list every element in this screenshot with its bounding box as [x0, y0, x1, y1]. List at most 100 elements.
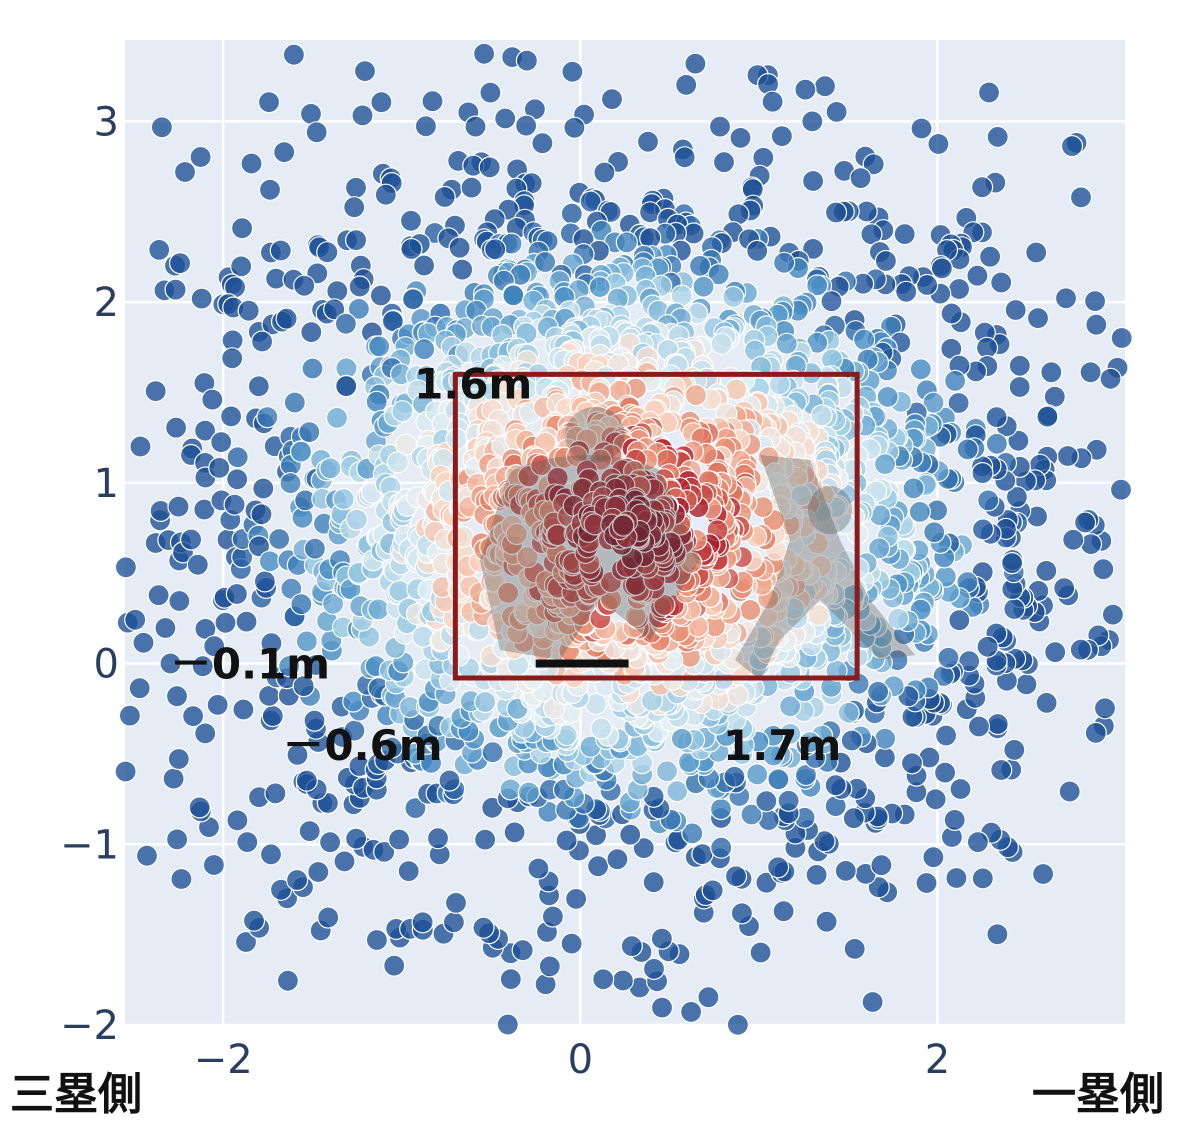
data-point: [590, 717, 613, 740]
data-point: [692, 275, 715, 298]
data-point: [971, 462, 994, 485]
data-point: [226, 446, 249, 469]
data-point: [1069, 638, 1092, 661]
data-point: [286, 868, 309, 892]
data-point: [268, 527, 291, 551]
data-point: [666, 779, 689, 803]
data-point: [606, 848, 629, 871]
data-point: [478, 156, 501, 179]
data-point: [298, 421, 321, 444]
data-point: [474, 690, 497, 714]
data-point: [1003, 738, 1026, 762]
data-point: [1031, 862, 1055, 886]
zone-annotation: 1.7m: [723, 721, 841, 770]
data-point: [966, 264, 989, 287]
data-point: [1003, 597, 1026, 621]
data-point: [189, 145, 212, 169]
data-point: [767, 768, 790, 791]
data-point: [801, 110, 824, 133]
zone-annotation: －0.1m: [170, 640, 330, 689]
y-tick-label: 1: [94, 461, 119, 507]
data-point: [226, 809, 249, 832]
data-point: [978, 245, 1002, 268]
data-point: [1060, 135, 1084, 158]
data-point: [345, 827, 368, 850]
data-point: [193, 498, 216, 521]
data-point: [499, 967, 522, 991]
data-point: [990, 271, 1013, 294]
data-point: [433, 185, 456, 209]
data-point: [1056, 444, 1079, 468]
data-point: [269, 878, 293, 901]
data-point: [188, 796, 211, 819]
data-point: [761, 90, 784, 113]
data-point: [977, 81, 1001, 104]
data-point: [927, 132, 950, 156]
data-point: [843, 937, 866, 961]
data-point: [611, 969, 635, 992]
data-point: [426, 827, 450, 850]
data-point: [292, 674, 315, 698]
data-point: [708, 115, 732, 138]
data-point: [206, 693, 229, 717]
data-point: [710, 332, 733, 355]
data-point: [497, 581, 520, 605]
data-point: [815, 910, 838, 933]
data-point: [348, 275, 371, 298]
data-point: [620, 934, 643, 958]
data-point: [289, 440, 313, 463]
data-point: [278, 655, 301, 678]
data-point: [861, 990, 884, 1014]
data-point: [295, 630, 318, 653]
data-point: [1083, 290, 1107, 313]
data-point: [943, 808, 966, 832]
data-point: [772, 900, 795, 923]
data-point: [201, 388, 224, 411]
data-point: [837, 701, 860, 724]
data-point: [494, 107, 517, 130]
data-point: [214, 611, 237, 634]
data-point: [1035, 691, 1058, 715]
data-point: [514, 114, 538, 137]
data-point: [1110, 326, 1133, 350]
data-point: [256, 406, 279, 429]
data-point: [474, 828, 497, 851]
data-point: [148, 238, 171, 261]
data-point: [1085, 313, 1108, 336]
data-point: [464, 115, 487, 138]
data-point: [636, 130, 660, 153]
data-point: [824, 201, 848, 224]
data-point: [986, 923, 1009, 946]
data-point: [541, 905, 565, 928]
data-point: [810, 404, 833, 427]
data-point: [515, 49, 539, 72]
data-point: [295, 769, 318, 792]
data-point: [655, 760, 679, 783]
data-point: [697, 986, 720, 1009]
data-point: [985, 432, 1009, 455]
data-point: [413, 338, 436, 361]
data-point: [380, 736, 403, 759]
y-tick-label: 0: [94, 642, 119, 688]
data-point: [411, 911, 434, 934]
data-point: [986, 125, 1009, 148]
y-tick-label: −1: [60, 822, 119, 868]
data-point: [237, 299, 260, 322]
data-point: [316, 241, 339, 264]
data-point: [909, 358, 932, 381]
data-point: [724, 865, 748, 888]
data-point: [391, 400, 414, 423]
data-point: [307, 860, 330, 884]
data-point: [825, 100, 848, 124]
data-point: [484, 238, 507, 261]
data-point: [517, 781, 541, 804]
x-tick-label: −2: [194, 1037, 253, 1083]
data-point: [725, 378, 748, 401]
data-point: [876, 385, 899, 408]
data-point: [322, 592, 345, 615]
data-point: [247, 535, 271, 558]
data-point: [305, 121, 328, 144]
data-point: [367, 598, 390, 621]
data-point: [650, 996, 674, 1019]
data-point: [165, 416, 188, 439]
